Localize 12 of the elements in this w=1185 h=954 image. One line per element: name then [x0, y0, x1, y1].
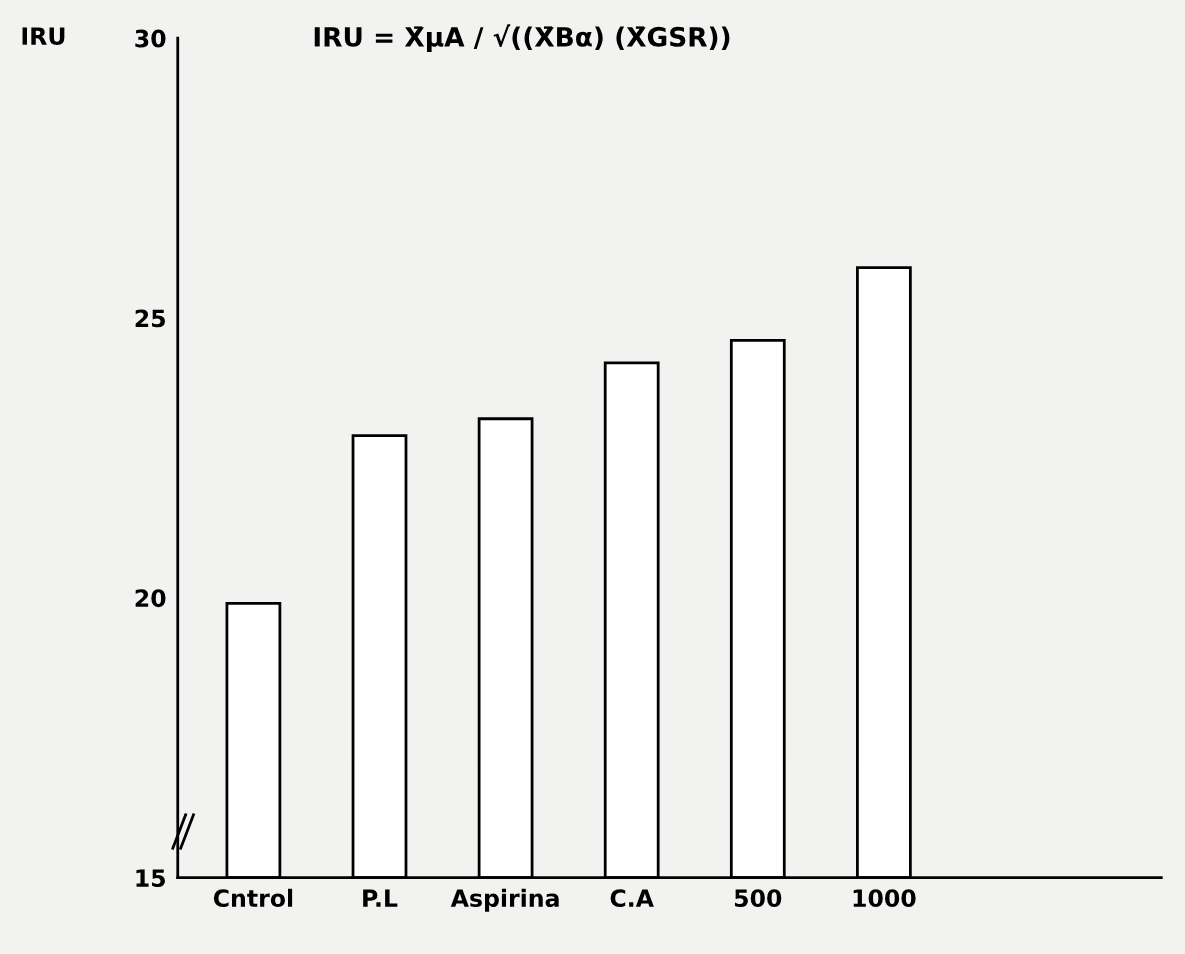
chart-title: IRU = X̄μA / √((X̄Bα) (X̄GSR))	[314, 24, 730, 52]
x-tick-label: Aspirina	[450, 888, 559, 912]
x-tick-label: 1000	[853, 889, 916, 908]
y-axis-title: IRU	[22, 27, 65, 46]
x-tick-label: P.L	[363, 889, 398, 907]
y-tick-label: 20	[135, 589, 166, 608]
x-tick-label: Cntrol	[213, 888, 293, 908]
y-tick-label: 15	[136, 869, 165, 887]
y-tick-label: 25	[135, 309, 165, 328]
x-tick-label: C.A	[610, 889, 654, 908]
x-tick-label: 500	[734, 889, 782, 908]
y-tick-label: 30	[135, 29, 166, 48]
